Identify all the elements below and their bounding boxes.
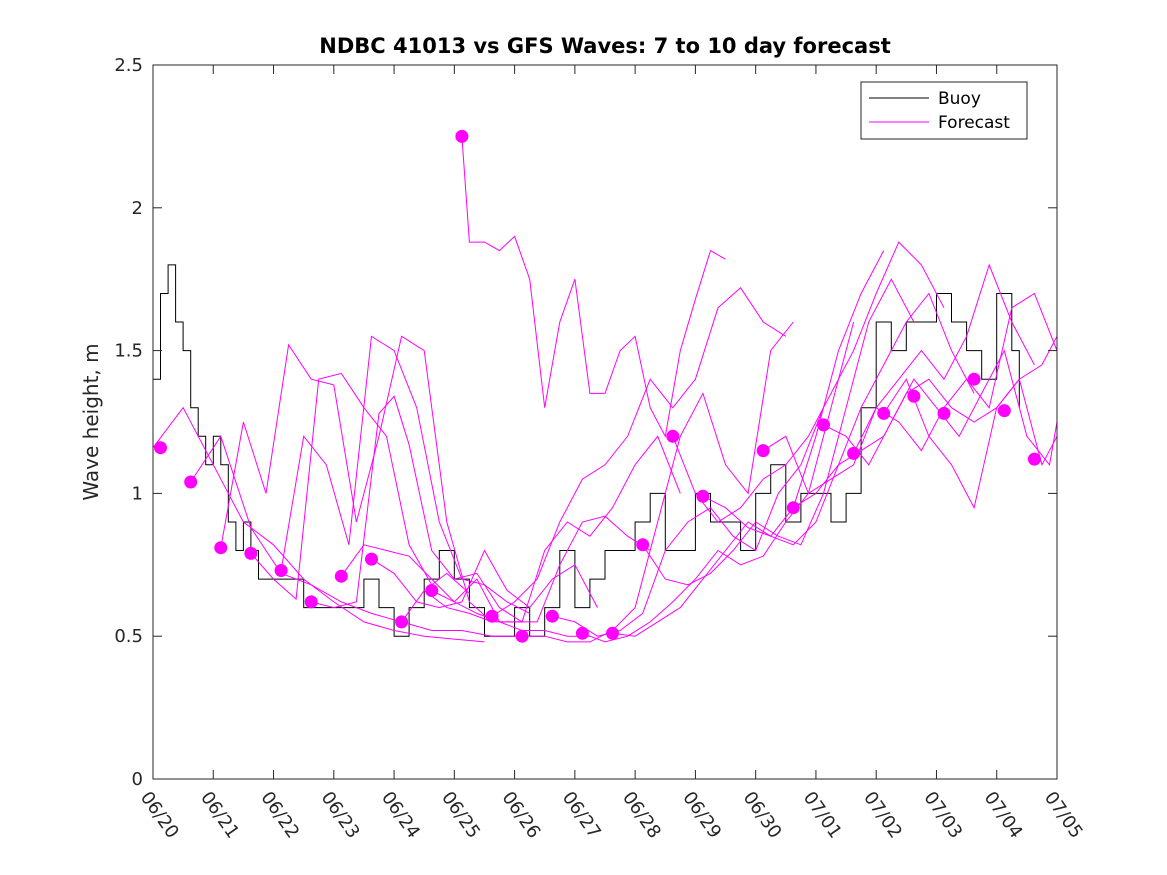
forecast-marker	[154, 441, 167, 455]
forecast-series-line	[401, 515, 651, 623]
forecast-series-line	[340, 544, 590, 637]
forecast-marker	[184, 475, 198, 489]
forecast-marker	[696, 489, 710, 503]
forecast-marker	[756, 444, 770, 458]
forecast-marker	[334, 569, 348, 583]
y-tick-label: 1.5	[114, 341, 143, 362]
forecast-series-line	[762, 263, 1035, 495]
forecast-series-line	[280, 335, 530, 614]
forecast-marker	[515, 629, 529, 643]
y-axis-label: Wave height, m	[79, 343, 103, 500]
forecast-marker	[1027, 452, 1041, 466]
forecast-series-line	[311, 395, 523, 623]
y-tick-label: 1	[132, 483, 143, 504]
forecast-series-line	[431, 435, 681, 623]
forecast-series-line	[642, 278, 915, 586]
y-tick-label: 0.5	[114, 626, 143, 647]
forecast-series-line	[823, 349, 1058, 466]
y-tick-label: 2.5	[114, 55, 143, 76]
y-tick-label: 0	[132, 769, 143, 790]
forecast-marker	[877, 406, 891, 420]
forecast-series-line	[552, 407, 824, 637]
forecast-series-line	[190, 435, 523, 637]
axes-box	[152, 64, 1058, 780]
forecast-marker	[244, 546, 258, 560]
legend: Buoy Forecast	[860, 81, 1028, 140]
forecast-marker	[425, 584, 439, 597]
forecast-marker	[997, 404, 1011, 418]
forecast-marker	[575, 626, 589, 640]
forecast-series-line	[491, 287, 787, 617]
forecast-series-line	[220, 335, 493, 623]
forecast-marker	[967, 372, 981, 386]
forecast-series-line	[371, 549, 598, 609]
forecast-series-line	[461, 136, 726, 438]
forecast-series-line	[522, 321, 794, 643]
forecast-marker	[666, 429, 680, 443]
legend-buoy-label: Buoy	[938, 89, 981, 109]
forecast-marker	[395, 615, 409, 629]
forecast-marker	[786, 501, 800, 515]
legend-box	[860, 81, 1028, 140]
forecast-marker	[817, 418, 830, 432]
forecast-marker	[274, 564, 288, 577]
forecast-marker	[304, 595, 318, 609]
forecast-marker	[365, 552, 378, 566]
forecast-marker	[847, 446, 861, 460]
chart-title: NDBC 41013 vs GFS Waves: 7 to 10 day for…	[319, 34, 890, 58]
forecast-marker	[937, 406, 951, 420]
y-tick-label: 2	[132, 198, 143, 219]
forecast-series-line	[672, 241, 945, 523]
data-layer	[152, 129, 1058, 643]
plot-area	[153, 65, 1057, 779]
forecast-marker	[214, 541, 228, 555]
legend-forecast-label: Forecast	[938, 113, 1010, 133]
forecast-marker	[455, 129, 469, 143]
forecast-marker	[907, 389, 921, 403]
forecast-marker	[485, 609, 499, 623]
forecast-marker	[636, 538, 650, 552]
forecast-marker	[545, 609, 559, 623]
forecast-series-line	[612, 250, 885, 637]
forecast-marker	[606, 626, 619, 640]
